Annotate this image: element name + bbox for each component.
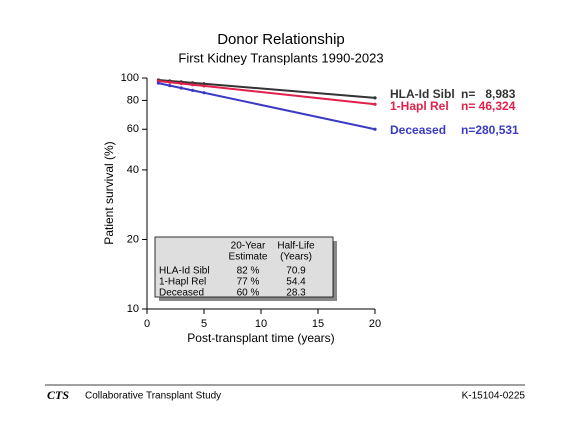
table-cell: HLA-Id Sibl: [159, 266, 210, 277]
y-tick-label: 20: [127, 233, 139, 245]
point: [191, 88, 195, 92]
x-axis-label: Post-transplant time (years): [187, 331, 334, 345]
legend-label: Deceased: [390, 123, 446, 137]
series-line: [158, 82, 376, 131]
footer-logo: CTS: [47, 388, 69, 402]
point: [168, 84, 172, 88]
point: [179, 81, 183, 86]
y-tick-label: 10: [127, 303, 139, 315]
legend-n: n= 8,983: [461, 87, 516, 101]
x-tick-label: 5: [201, 318, 207, 330]
series-line: [158, 79, 376, 99]
footer-code: K-15104-0225: [462, 391, 526, 402]
table-header: Estimate: [229, 252, 268, 263]
table-cell: 60 %: [237, 288, 260, 299]
legend-label: 1-Hapl Rel: [390, 99, 449, 113]
y-tick-label: 100: [121, 72, 139, 84]
table-header: 20-Year: [231, 241, 266, 252]
point: [373, 127, 377, 131]
chart-title: Donor Relationship: [217, 31, 345, 48]
x-tick-label: 10: [255, 318, 267, 330]
table-cell: Deceased: [159, 288, 204, 299]
chart-subtitle: First Kidney Transplants 1990-2023: [178, 50, 383, 65]
legend-n: n= 46,324: [461, 99, 516, 113]
table-cell: 77 %: [237, 277, 260, 288]
point: [373, 102, 377, 106]
table-header: (Years): [280, 252, 312, 263]
table-cell: 54.4: [286, 277, 306, 288]
point: [202, 91, 206, 95]
table-header: Half-Life: [277, 241, 315, 252]
table-cell: 82 %: [237, 266, 260, 277]
series-line: [158, 80, 376, 106]
y-axis-label: Patient survival (%): [102, 141, 116, 244]
table-cell: 28.3: [286, 288, 306, 299]
footer-name: Collaborative Transplant Study: [85, 391, 221, 402]
table-box: [154, 236, 334, 298]
point: [179, 86, 183, 90]
point: [156, 81, 160, 85]
point: [373, 96, 377, 100]
x-tick-label: 0: [144, 318, 150, 330]
legend-label: HLA-Id Sibl: [390, 87, 455, 101]
x-tick-label: 20: [369, 318, 381, 330]
y-tick-label: 80: [127, 94, 139, 106]
point: [168, 80, 172, 84]
point: [202, 84, 206, 88]
legend-n: n=280,531: [461, 123, 519, 137]
table-cell: 1-Hapl Rel: [159, 277, 206, 288]
point: [191, 83, 195, 87]
y-tick-label: 60: [127, 123, 139, 135]
y-tick-label: 40: [127, 164, 139, 176]
table-cell: 70.9: [286, 266, 306, 277]
x-tick-label: 15: [312, 318, 324, 330]
